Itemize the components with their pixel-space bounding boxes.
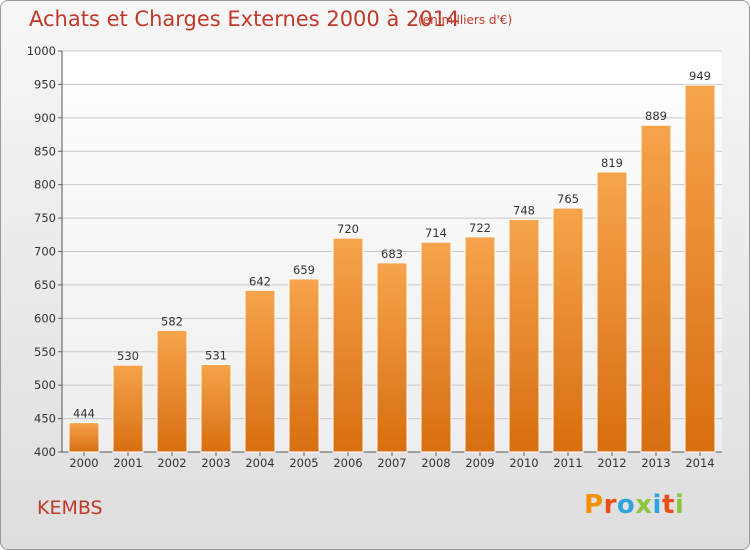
x-tick-label: 2009 [465, 456, 494, 470]
logo-letter: r [603, 490, 617, 520]
x-tick-label: 2006 [333, 456, 362, 470]
x-tick-label: 2005 [289, 456, 318, 470]
logo-letter: P [584, 490, 604, 520]
bar [288, 278, 320, 453]
town-name: KEMBS [37, 497, 103, 519]
y-tick-label: 600 [34, 311, 56, 325]
bar-value-label: 819 [601, 156, 623, 170]
logo-letter: x [635, 490, 653, 520]
bar-value-label: 530 [117, 349, 139, 363]
x-tick-label: 2012 [597, 456, 626, 470]
x-tick-label: 2003 [201, 456, 230, 470]
bar [464, 236, 496, 453]
y-tick-label: 900 [34, 111, 56, 125]
proxiti-logo[interactable]: Proxiti [584, 490, 684, 520]
bar-value-label: 714 [425, 226, 447, 240]
x-tick-label: 2001 [113, 456, 142, 470]
bar [684, 84, 716, 453]
x-tick-label: 2007 [377, 456, 406, 470]
bar [156, 329, 188, 453]
bar [596, 171, 628, 453]
bar-value-label: 444 [73, 407, 95, 421]
bar-value-label: 722 [469, 221, 491, 235]
y-tick-label: 700 [34, 245, 56, 259]
y-tick-label: 750 [34, 211, 56, 225]
logo-letter: i [652, 490, 662, 520]
y-tick-label: 550 [34, 345, 56, 359]
bar [640, 124, 672, 453]
bar-value-label: 642 [249, 274, 271, 288]
bar [244, 289, 276, 453]
bar [508, 218, 540, 453]
logo-letter: i [674, 490, 685, 520]
x-tick-label: 2010 [509, 456, 538, 470]
bar-value-label: 531 [205, 348, 227, 362]
bar [332, 237, 364, 453]
x-tick-label: 2008 [421, 456, 450, 470]
bar [112, 364, 144, 453]
logo-letter: t [661, 490, 675, 520]
bar-value-label: 659 [293, 263, 315, 277]
bar [200, 363, 232, 453]
bar-value-label: 765 [557, 192, 579, 206]
y-tick-label: 650 [34, 278, 56, 292]
bar-value-label: 582 [161, 314, 183, 328]
chart-subtitle: (en milliers d'€) [418, 13, 513, 27]
x-tick-label: 2014 [685, 456, 714, 470]
bar [68, 422, 100, 453]
bar-value-label: 949 [689, 69, 711, 83]
chart-title: Achats et Charges Externes 2000 à 2014 [29, 7, 460, 31]
bar [420, 241, 452, 453]
x-tick-label: 2013 [641, 456, 670, 470]
y-tick-label: 450 [34, 412, 56, 426]
y-tick-label: 800 [34, 178, 56, 192]
bar-value-label: 683 [381, 247, 403, 261]
y-tick-label: 950 [34, 77, 56, 91]
y-tick-label: 500 [34, 378, 56, 392]
bar-value-label: 720 [337, 222, 359, 236]
y-tick-label: 1000 [27, 44, 56, 58]
bar [376, 262, 408, 453]
logo-letter: o [616, 490, 636, 520]
x-tick-label: 2002 [157, 456, 186, 470]
bar [552, 207, 584, 453]
y-tick-label: 400 [34, 445, 56, 459]
x-tick-label: 2000 [69, 456, 98, 470]
bar-value-label: 889 [645, 109, 667, 123]
x-tick-label: 2004 [245, 456, 274, 470]
y-tick-label: 850 [34, 144, 56, 158]
x-tick-label: 2011 [553, 456, 582, 470]
bar-value-label: 748 [513, 203, 535, 217]
